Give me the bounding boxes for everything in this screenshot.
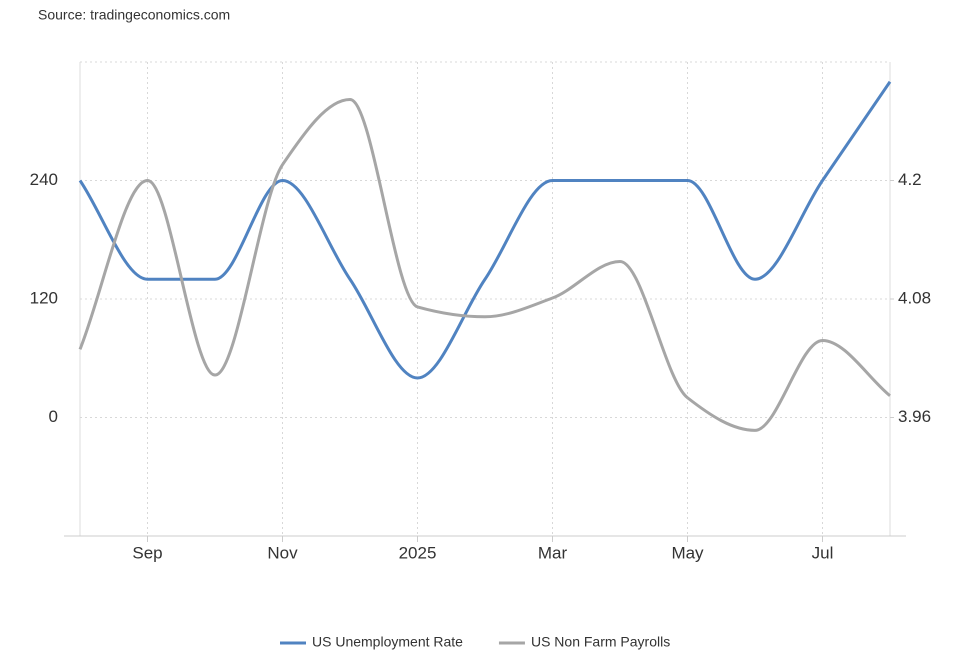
x-tick-label: Nov [267, 543, 298, 562]
y2-tick-label: 4.08 [898, 288, 931, 307]
legend-label: US Non Farm Payrolls [531, 634, 670, 650]
y2-tick-label: 3.96 [898, 407, 931, 426]
x-tick-label: 2025 [399, 543, 437, 562]
y2-tick-label: 4.2 [898, 170, 922, 189]
source: Source: tradingeconomics.com [38, 7, 230, 23]
x-tick-label: May [671, 543, 704, 562]
line-series [78, 80, 892, 380]
legend-label: US Unemployment Rate [312, 634, 463, 650]
x-tick-label: Sep [132, 543, 162, 562]
x-tick-label: Jul [812, 543, 834, 562]
x-tick-label: Mar [538, 543, 568, 562]
line-series [78, 98, 891, 432]
y-tick-label: 0 [49, 407, 58, 426]
y-tick-label: 240 [30, 170, 58, 189]
y-tick-label: 120 [30, 288, 58, 307]
